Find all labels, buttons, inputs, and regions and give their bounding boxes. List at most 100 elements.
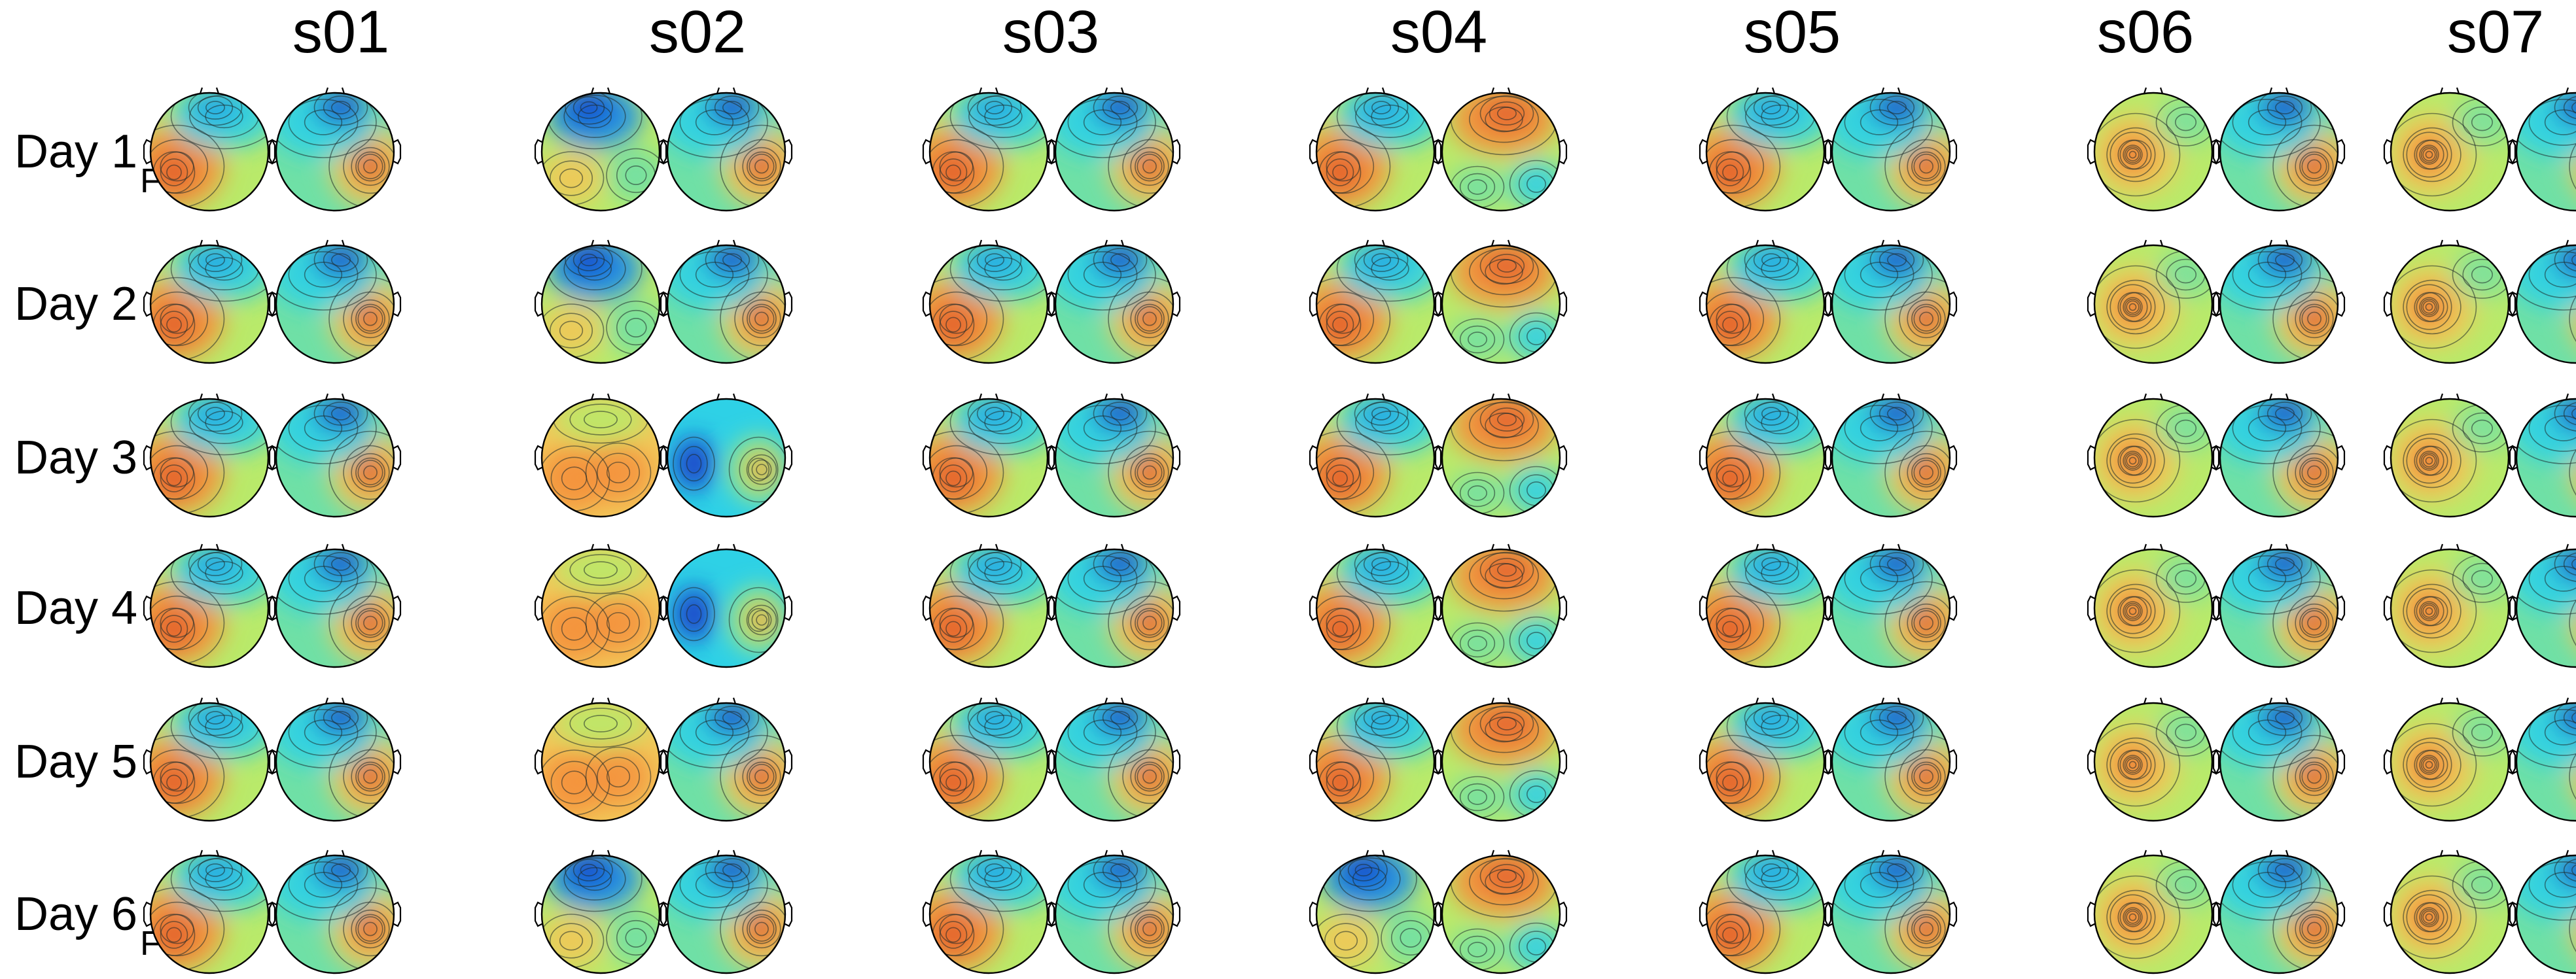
head-map-right [1048,87,1181,212]
topomap-pair-s05-row4 [1699,543,1958,668]
topomap-pair-s06-row5 [2087,697,2346,822]
topomap-pair-s05-row2 [1699,239,1958,364]
head-map-right [268,393,402,518]
head-map-left [2087,87,2220,212]
topomap-pair-s01-row3 [143,393,402,518]
head-map-right [1048,697,1181,822]
head-map-right [1048,239,1181,364]
head-map-left [1699,239,1832,364]
topomap-pair-s05-row1 [1699,87,1958,212]
head-map-right [1434,697,1568,822]
head-map-right [2212,393,2346,518]
head-map-left [1699,543,1832,668]
column-title-s07: s07 [2447,0,2544,65]
topomap-pair-s07-row6 [2383,850,2576,974]
topomap-pair-s07-row5 [2383,697,2576,822]
head-map-left [534,87,667,212]
head-map-right [1824,87,1958,212]
head-map-left [1309,850,1442,974]
head-map-right [268,697,402,822]
head-map-right [268,87,402,212]
topomap-pair-s05-row3 [1699,393,1958,518]
topomap-pair-s05-row5 [1699,697,1958,822]
head-map-left [922,239,1055,364]
head-map-left [2087,850,2220,974]
head-map-right [2509,87,2576,212]
head-map-right [2212,850,2346,974]
head-map-left [1699,850,1832,974]
head-map-right [1434,239,1568,364]
row-label-1: Day 1F [14,126,161,200]
topomap-pair-s01-row5 [143,697,402,822]
topomap-pair-s01-row1 [143,87,402,212]
head-map-left [2383,697,2516,822]
topomap-pair-s02-row1 [534,87,793,212]
row-label-3: Day 3 [14,432,137,484]
head-map-left [534,850,667,974]
row-label-5: Day 5 [14,736,137,788]
topomap-pair-s04-row2 [1309,239,1568,364]
column-title-s02: s02 [649,0,746,65]
topomap-pair-s07-row4 [2383,543,2576,668]
topomap-pair-s01-row4 [143,543,402,668]
head-map-left [1309,393,1442,518]
head-map-left [143,239,276,364]
topomap-pair-s01-row2 [143,239,402,364]
head-map-right [2509,697,2576,822]
topomap-pair-s07-row1 [2383,87,2576,212]
topomap-pair-s04-row4 [1309,543,1568,668]
topomap-pair-s02-row2 [534,239,793,364]
topomap-pair-s02-row3 [534,393,793,518]
head-map-left [922,697,1055,822]
head-map-right [1824,543,1958,668]
head-map-left [1699,697,1832,822]
topomap-pair-s05-row6 [1699,850,1958,974]
head-map-right [1824,850,1958,974]
head-map-left [2087,543,2220,668]
head-map-left [1309,87,1442,212]
head-map-right [2212,239,2346,364]
head-map-left [2087,697,2220,822]
head-map-left [2383,543,2516,668]
topomap-pair-s06-row2 [2087,239,2346,364]
head-map-left [534,543,667,668]
head-map-left [143,393,276,518]
topomap-pair-s03-row5 [922,697,1181,822]
head-map-right [268,239,402,364]
topomap-pair-s06-row1 [2087,87,2346,212]
topomap-pair-s02-row4 [534,543,793,668]
column-title-s03: s03 [1002,0,1099,65]
topomap-pair-s04-row1 [1309,87,1568,212]
head-map-right [1048,850,1181,974]
head-map-right [268,543,402,668]
head-map-right [1434,393,1568,518]
topomap-pair-s03-row4 [922,543,1181,668]
head-map-right [1048,543,1181,668]
head-map-right [2212,697,2346,822]
topomap-pair-s03-row6 [922,850,1181,974]
head-map-right [1824,393,1958,518]
head-map-right [1048,393,1181,518]
topomap-pair-s03-row1 [922,87,1181,212]
topomap-pair-s07-row2 [2383,239,2576,364]
head-map-left [1309,543,1442,668]
head-map-left [2087,393,2220,518]
topomap-pair-s06-row4 [2087,543,2346,668]
column-title-s06: s06 [2097,0,2194,65]
head-map-left [1699,393,1832,518]
row-labels: Day 1F Day 2 Day 3 Day 4 Day 5 Day 6F [14,126,161,963]
head-map-right [1434,850,1568,974]
head-map-right [2509,393,2576,518]
topomap-grid [143,87,2576,974]
row-label-6: Day 6F [14,888,161,963]
column-title-s05: s05 [1744,0,1841,65]
head-map-left [534,393,667,518]
topomap-pair-s02-row5 [534,697,793,822]
topomap-pair-s02-row6 [534,850,793,974]
head-map-right [1434,543,1568,668]
head-map-left [922,87,1055,212]
head-map-right [268,850,402,974]
topomap-pair-s01-row6 [143,850,402,974]
topomap-pair-s04-row3 [1309,393,1568,518]
